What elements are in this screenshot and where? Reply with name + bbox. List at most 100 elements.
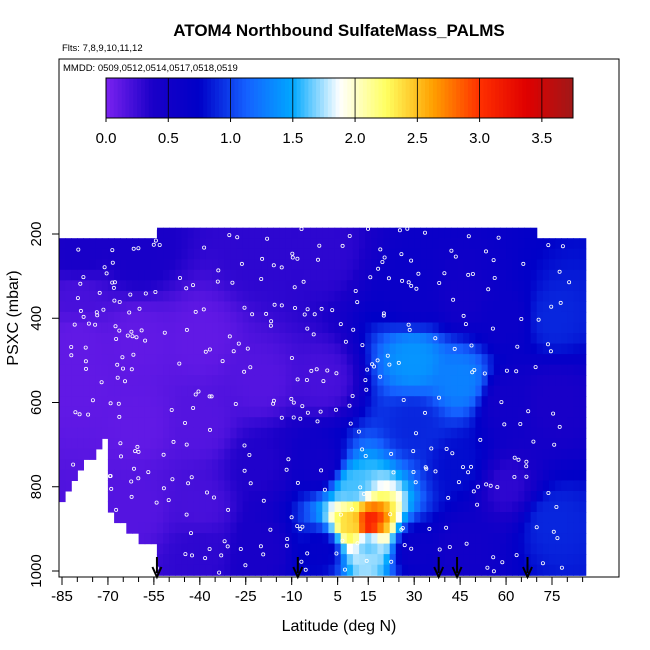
heatmap-cell (463, 301, 470, 313)
heatmap-cell (389, 469, 397, 481)
colorbar-swatch (499, 78, 504, 118)
sample-point (226, 507, 231, 512)
heatmap-cell (303, 301, 311, 313)
heatmap-cell (224, 375, 231, 387)
sample-point (268, 323, 273, 328)
heatmap-cell (181, 322, 189, 334)
heatmap-cell (187, 448, 195, 460)
heatmap-cell (499, 554, 507, 566)
heatmap-cell (138, 343, 146, 355)
heatmap-cell (144, 259, 152, 271)
heatmap-cell (444, 301, 452, 313)
sample-point (411, 469, 416, 474)
heatmap-cell (475, 501, 483, 513)
heatmap-cell (548, 480, 556, 492)
heatmap-cell (567, 522, 574, 534)
sample-point (153, 289, 158, 294)
sample-point (365, 367, 370, 372)
heatmap-cell (377, 396, 385, 408)
heatmap-cell (561, 427, 568, 439)
heatmap-cell (481, 406, 489, 418)
heatmap-cell (193, 375, 201, 387)
heatmap-cell (242, 501, 250, 513)
heatmap-cell (573, 396, 581, 408)
heatmap-cell (389, 459, 397, 471)
heatmap-cell (230, 290, 238, 302)
heatmap-cell (236, 343, 244, 355)
heatmap-cell (181, 501, 189, 513)
heatmap-cell (506, 448, 513, 460)
heatmap-cell (156, 269, 164, 281)
heatmap-cell (163, 248, 170, 260)
sample-point (129, 479, 134, 484)
heatmap-cell (426, 554, 434, 566)
heatmap-cell (187, 375, 195, 387)
heatmap-cell (567, 512, 574, 524)
sample-point (129, 329, 134, 334)
sample-point (309, 368, 314, 373)
heatmap-cell (579, 480, 587, 492)
heatmap-cell (114, 480, 121, 492)
sample-point (514, 553, 519, 558)
heatmap-cell (230, 522, 238, 534)
heatmap-cell (457, 448, 464, 460)
heatmap-cell (561, 448, 568, 460)
heatmap-cell (340, 501, 348, 513)
heatmap-cell (346, 448, 354, 460)
heatmap-cell (530, 554, 538, 566)
heatmap-cell (408, 501, 415, 513)
heatmap-cell (285, 290, 293, 302)
heatmap-cell (438, 238, 446, 250)
heatmap-cell (193, 290, 201, 302)
heatmap-cell (401, 290, 409, 302)
heatmap-cell (395, 438, 403, 450)
heatmap-cell (59, 280, 66, 292)
sample-point (76, 247, 81, 252)
sample-point (81, 314, 86, 319)
heatmap-cell (230, 311, 238, 323)
heatmap-cell (242, 427, 250, 439)
heatmap-cell (352, 554, 360, 566)
heatmap-cell (481, 354, 489, 366)
heatmap-cell (248, 533, 256, 545)
heatmap-cell (322, 269, 329, 281)
heatmap-cell (199, 480, 207, 492)
heatmap-cell (365, 280, 372, 292)
heatmap-cell (169, 554, 176, 566)
colorbar-swatch (281, 78, 286, 118)
heatmap-cell (506, 512, 513, 524)
heatmap-cell (126, 354, 133, 366)
heatmap-cell (132, 427, 140, 439)
heatmap-cell (450, 427, 458, 439)
heatmap-cell (224, 512, 231, 524)
heatmap-cell (126, 417, 133, 429)
heatmap-cell (254, 333, 262, 345)
heatmap-cell (132, 417, 140, 429)
sample-point (137, 306, 142, 311)
sample-point (444, 525, 449, 530)
heatmap-cell (506, 406, 513, 418)
colorbar-swatch (335, 78, 340, 118)
heatmap-cell (359, 406, 366, 418)
heatmap-cell (285, 543, 293, 555)
heatmap-cell (150, 290, 158, 302)
heatmap-cell (322, 301, 329, 313)
heatmap-cell (218, 554, 225, 566)
heatmap-cell (475, 354, 483, 366)
heatmap-cell (59, 290, 66, 302)
heatmap-cell (567, 375, 574, 387)
heatmap-cell (352, 459, 360, 471)
heatmap-cell (138, 501, 146, 513)
heatmap-cell (310, 480, 317, 492)
heatmap-cell (212, 459, 219, 471)
heatmap-cell (199, 269, 207, 281)
sample-point (136, 476, 141, 481)
heatmap-cell (224, 543, 231, 555)
heatmap-cell (132, 269, 140, 281)
heatmap-cell (548, 311, 556, 323)
heatmap-cell (218, 269, 225, 281)
heatmap-cell (101, 248, 109, 260)
heatmap-cell (340, 364, 348, 376)
heatmap-cell (230, 396, 238, 408)
heatmap-cell (506, 533, 513, 545)
